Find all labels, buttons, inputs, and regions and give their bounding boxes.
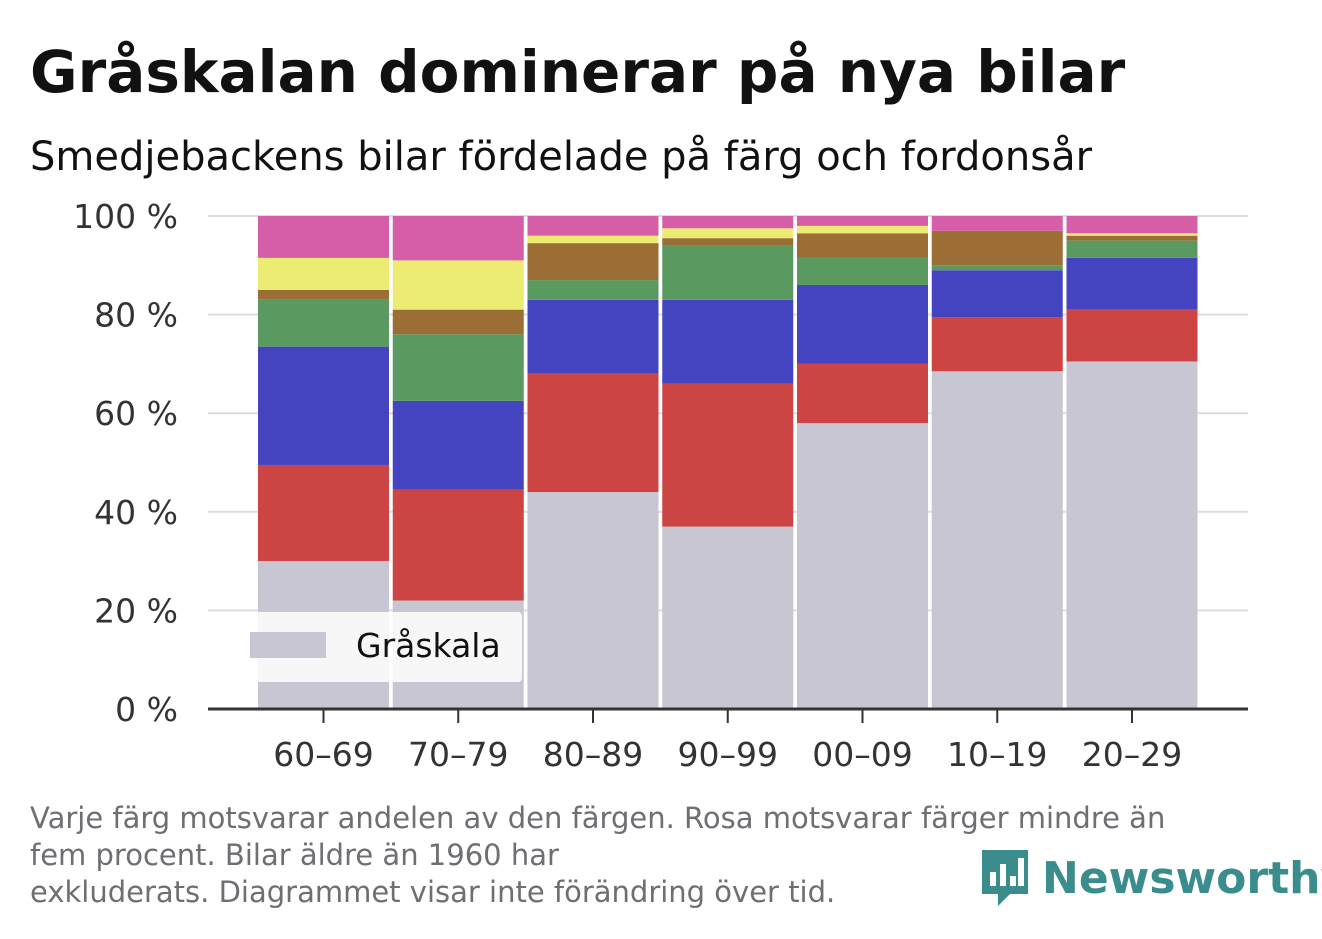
bar-segment xyxy=(527,373,659,493)
bar-segment xyxy=(527,235,659,244)
y-tick-label: 100 % xyxy=(73,197,178,236)
x-tick-label: 70–79 xyxy=(408,735,508,774)
y-tick-label: 80 % xyxy=(94,296,178,335)
bar-segment xyxy=(797,233,928,258)
bar-segment xyxy=(662,383,794,527)
bar-segment xyxy=(797,257,928,286)
legend: Gråskala xyxy=(238,612,522,682)
bar-segment xyxy=(1066,309,1198,362)
bar-segment xyxy=(797,216,928,226)
bar-segment xyxy=(931,216,1063,231)
y-axis-tick-labels: 0 % 20 % 40 % 60 % 80 % 100 % xyxy=(73,197,178,729)
y-tick-label: 20 % xyxy=(94,591,178,630)
bar-segment xyxy=(931,265,1063,271)
bar-segment xyxy=(258,346,389,465)
bar-segment xyxy=(392,216,524,261)
bar-segment xyxy=(392,309,524,335)
bar-segment xyxy=(527,280,659,300)
bar-segment xyxy=(527,299,659,374)
bar-segment xyxy=(797,363,928,424)
brand-name: Newsworthy xyxy=(1042,852,1322,904)
chart-title: Gråskalan dominerar på nya bilar xyxy=(30,38,1126,106)
bar-segment xyxy=(392,489,524,601)
newsworthy-logo-icon xyxy=(982,850,1028,906)
bar-segment xyxy=(527,216,659,236)
bar-segment xyxy=(931,270,1063,318)
bar-segment xyxy=(931,317,1063,372)
bar-segment xyxy=(931,371,1063,709)
x-tick-label: 60–69 xyxy=(273,735,373,774)
bar-segment xyxy=(662,526,794,709)
bar-segment xyxy=(662,238,794,246)
bar-segment xyxy=(1066,216,1198,234)
x-tick-label: 10–19 xyxy=(947,735,1047,774)
bar-segment xyxy=(527,243,659,281)
bar-segment xyxy=(1066,361,1198,709)
bar-segment xyxy=(258,299,389,347)
bar-segment xyxy=(392,400,524,490)
bar-segment xyxy=(662,216,794,229)
x-tick-label: 80–89 xyxy=(543,735,643,774)
y-tick-label: 60 % xyxy=(94,394,178,433)
x-tick-label: 90–99 xyxy=(678,735,778,774)
bar-segment xyxy=(662,299,794,384)
bar-segment xyxy=(662,228,794,239)
bar-segment xyxy=(1066,257,1198,310)
bar-segment xyxy=(1066,240,1198,258)
bar-segment xyxy=(258,257,389,290)
chart-subtitle: Smedjebackens bilar fördelade på färg oc… xyxy=(30,134,1093,180)
bar-segment xyxy=(931,230,1063,266)
legend-label-graskala: Gråskala xyxy=(356,626,501,665)
bar-segment xyxy=(1066,233,1198,236)
bar-segment xyxy=(527,492,659,709)
bar-segment xyxy=(258,216,389,258)
footnote-line-1: Varje färg motsvarar andelen av den färg… xyxy=(30,801,1166,835)
footnote: Varje färg motsvarar andelen av den färg… xyxy=(30,800,1270,911)
bar-segment xyxy=(1066,235,1198,241)
bar-segment xyxy=(797,285,928,364)
bar-segment xyxy=(797,225,928,234)
footnote-line-3: exkluderats. Diagrammet visar inte förän… xyxy=(30,875,836,909)
brand: Newsworthy xyxy=(980,848,1322,908)
footnote-line-2: fem procent. Bilar äldre än 1960 har xyxy=(30,838,559,872)
bar-segment xyxy=(258,289,389,300)
bar-segment xyxy=(258,464,389,562)
x-tick-label: 20–29 xyxy=(1082,735,1182,774)
bar-segment xyxy=(797,423,928,709)
y-tick-label: 0 % xyxy=(115,690,178,729)
y-tick-label: 40 % xyxy=(94,493,178,532)
x-tick-label: 00–09 xyxy=(812,735,912,774)
x-axis-tick-marks xyxy=(322,709,1133,723)
legend-swatch-graskala xyxy=(250,632,326,658)
x-axis-tick-labels: 60–69 70–79 80–89 90–99 00–09 10–19 20–29 xyxy=(273,735,1182,774)
bar-segment xyxy=(662,245,794,300)
legend-box xyxy=(238,612,522,682)
bar-segment xyxy=(392,260,524,310)
bar-segment xyxy=(392,334,524,401)
